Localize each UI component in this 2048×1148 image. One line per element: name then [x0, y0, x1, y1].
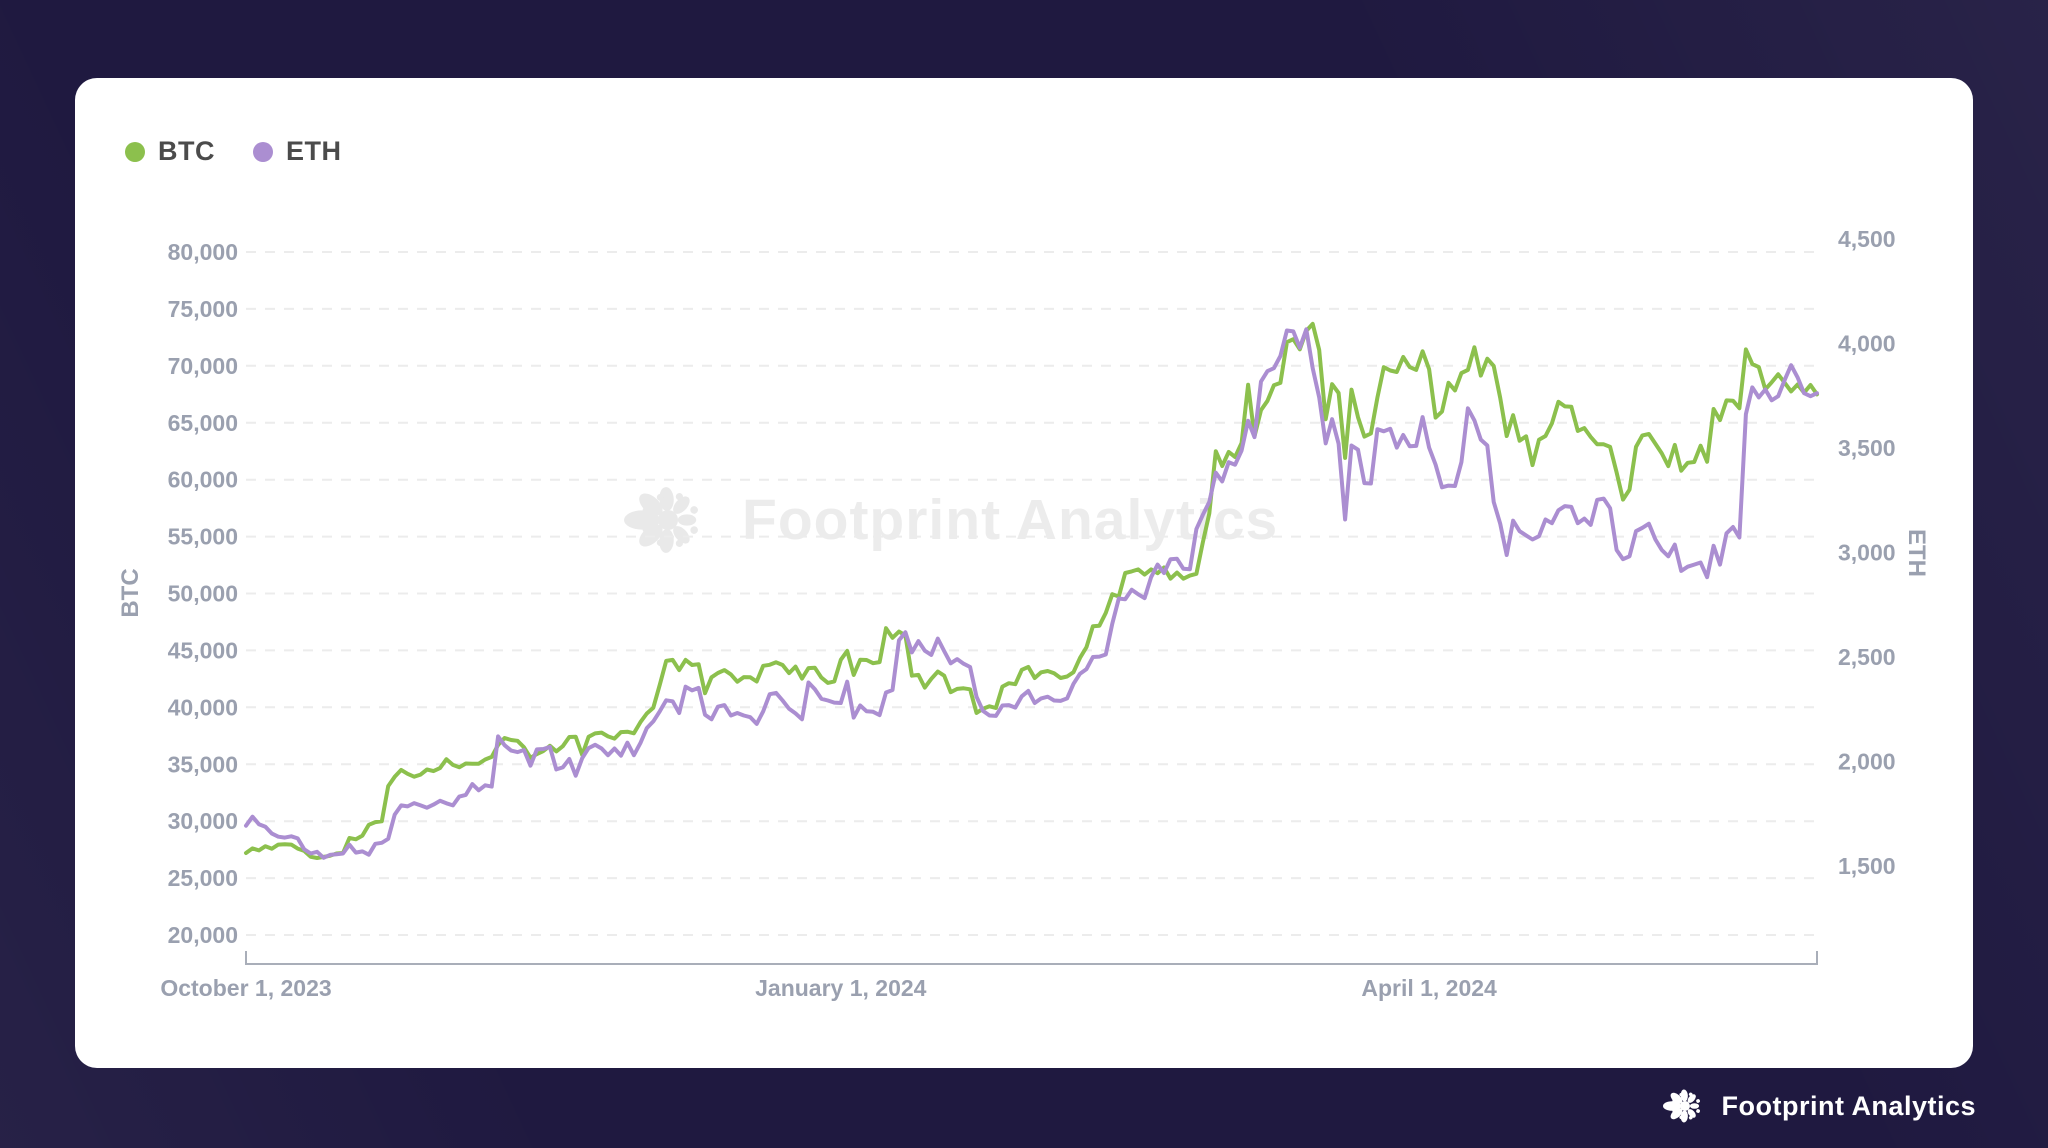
btc-legend-label: BTC	[158, 136, 215, 166]
btc-axis-tick-label: 60,000	[168, 467, 238, 493]
btc-eth-line-chart: 80,000 75,000 70,000 65,000 60,000 55,000 50,0…	[117, 226, 1930, 1001]
x-axis-tick-label: January 1, 2024	[755, 975, 927, 1001]
eth-axis-tick-label: 1,500	[1838, 853, 1896, 879]
btc-axis-tick-label: 45,000	[168, 637, 238, 663]
btc-axis-tick-label: 65,000	[168, 410, 238, 436]
btc-axis-tick-label: 50,000	[168, 581, 238, 607]
eth-legend-dot-icon	[253, 141, 273, 162]
eth-axis-tick-label: 4,500	[1838, 226, 1896, 252]
eth-axis-tick-label: 2,500	[1838, 644, 1896, 670]
x-axis-tick-label: October 1, 2023	[160, 975, 331, 1001]
btc-axis-tick-label: 55,000	[168, 524, 238, 550]
legend-item-btc[interactable]: BTC	[125, 136, 215, 167]
eth-legend-label: ETH	[286, 136, 342, 166]
btc-axis-tick-label: 25,000	[168, 865, 238, 891]
eth-axis-tick-label: 3,500	[1838, 435, 1896, 461]
eth-axis-tick-label: 2,000	[1838, 749, 1896, 775]
footer-brand-text: Footprint Analytics	[1721, 1090, 1976, 1121]
eth-axis-tick-label: 3,000	[1838, 540, 1896, 566]
btc-price-line	[244, 321, 1819, 860]
eth-axis-title: ETH	[1903, 529, 1930, 577]
x-axis-tick-label: April 1, 2024	[1361, 975, 1497, 1001]
x-axis-line	[245, 951, 1818, 965]
btc-legend-dot-icon	[125, 141, 145, 162]
btc-axis-tick-label: 40,000	[168, 694, 238, 720]
btc-axis-tick-label: 30,000	[168, 808, 238, 834]
legend-item-eth[interactable]: ETH	[253, 136, 342, 167]
footprint-flower-icon	[1663, 1089, 1702, 1123]
btc-axis-title: BTC	[117, 568, 144, 617]
btc-axis-tick-label: 35,000	[168, 751, 238, 777]
eth-axis-tick-label: 4,000	[1838, 331, 1896, 357]
eth-price-line	[244, 327, 1819, 860]
footer-brand: Footprint Analytics	[1661, 1080, 1976, 1132]
btc-axis-tick-label: 80,000	[168, 239, 238, 265]
chart-legend: BTC ETH	[125, 136, 342, 167]
chart-card: Footprint Analytics 80,000 75,000 70,000 65…	[75, 78, 1973, 1068]
btc-axis-tick-label: 70,000	[168, 353, 238, 379]
btc-axis-tick-label: 75,000	[168, 296, 238, 322]
btc-axis-tick-label: 20,000	[168, 922, 238, 948]
